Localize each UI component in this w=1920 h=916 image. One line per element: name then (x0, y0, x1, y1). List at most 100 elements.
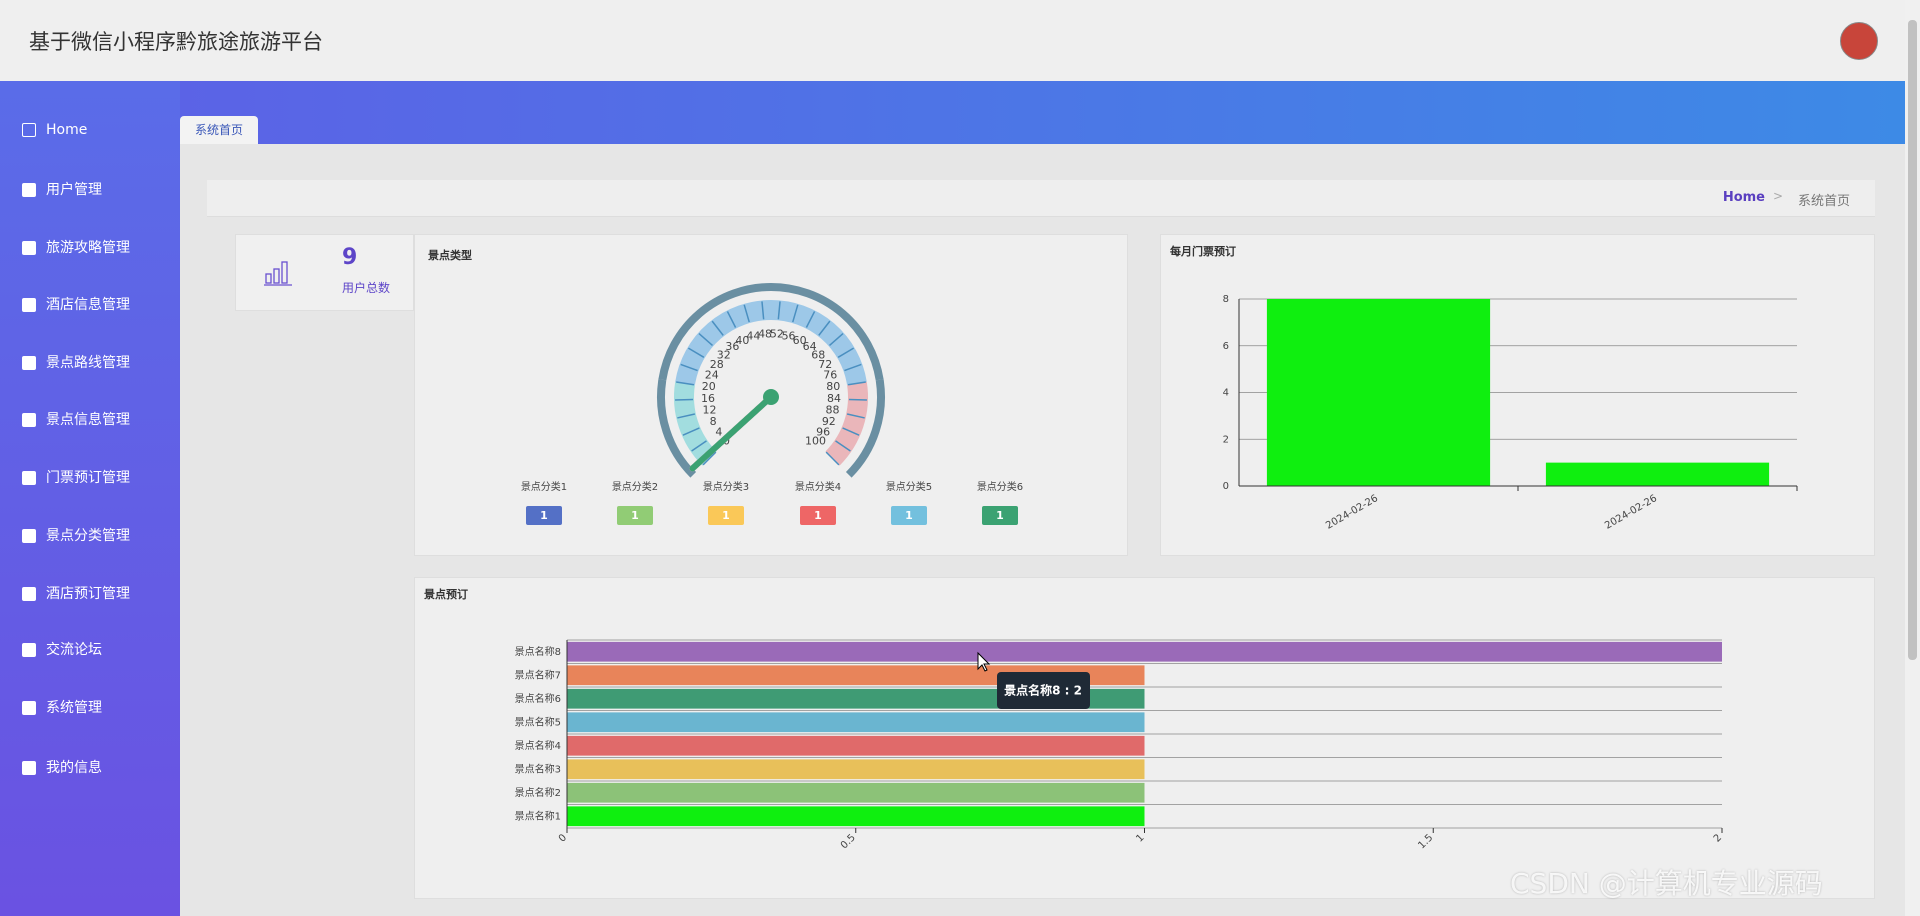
gauge-tick-label: 40 (735, 334, 749, 347)
y-tick-label: 景点名称2 (515, 786, 561, 799)
gauge-tick-label: 60 (793, 334, 807, 347)
menu-item[interactable]: 用户管理 (22, 180, 102, 200)
gauge-tick-label: 76 (823, 369, 837, 382)
gauge-band (825, 381, 868, 466)
legend-label: 景点分类5 (886, 480, 932, 493)
gauge-tick (680, 363, 698, 372)
stat-value: 9 (342, 245, 358, 270)
gauge-tick-label: 16 (701, 392, 715, 405)
x-tick-label: 2024-02-26 (1603, 493, 1659, 532)
gauge-tick (743, 304, 750, 323)
stat-icon (264, 261, 292, 286)
y-tick-label: 景点名称1 (515, 809, 561, 822)
y-tick-label: 4 (1223, 388, 1229, 399)
gauge-tick (777, 301, 781, 320)
gauge-tick-label: 92 (822, 415, 836, 428)
hbar-panel: 景点预订 景点名称1 景点名称2 景点名称3 景点名称4 景点名称5 景点名称6 景点名称7 景… (414, 577, 1875, 899)
gauge-tick (805, 311, 816, 328)
bar (567, 806, 1145, 827)
gauge-tick (702, 451, 717, 466)
app-title: 基于微信小程序黔旅途旅游平台 (29, 30, 323, 54)
gauge-tick-label: 28 (710, 358, 724, 371)
chart-title: 景点预订 (423, 587, 468, 601)
gauge-tick-label: 80 (826, 380, 840, 393)
legend-label: 景点分类4 (795, 480, 841, 493)
gauge-tick-label: 20 (702, 380, 716, 393)
tab[interactable]: 系统首页 (180, 116, 258, 144)
menu-item[interactable]: 我的信息 (22, 758, 102, 778)
gauge-hub (763, 389, 779, 405)
gauge-tick (677, 413, 696, 419)
gauge-band (674, 381, 717, 466)
scroll-thumb[interactable] (1908, 20, 1917, 660)
gauge-tick (687, 347, 705, 358)
sidebar: Home 用户管理旅游攻略管理 酒店信息管理 景点路线管理 景点信息管理 门票预订管理 景点… (0, 81, 180, 916)
menu-item[interactable]: 门票预订管理 (22, 468, 130, 488)
x-tick-label: 2024-02-26 (1324, 493, 1380, 532)
avatar[interactable] (1840, 22, 1878, 60)
y-tick-label: 景点名称3 (515, 762, 561, 775)
menu-item[interactable]: 旅游攻略管理 (22, 238, 130, 258)
gauge-tick-label: 52 (770, 327, 784, 340)
legend-value: 1 (540, 509, 548, 522)
x-tick-label: 0.5 (839, 832, 858, 851)
gauge-tick (726, 311, 737, 328)
legend-value: 1 (631, 509, 639, 522)
bar (567, 641, 1722, 662)
gauge-tick-label: 100 (805, 435, 826, 448)
legend-swatch (891, 506, 927, 525)
gauge-tick (711, 320, 724, 336)
gauge-tick (691, 440, 707, 452)
bar (567, 782, 1145, 803)
gauge-tick-label: 72 (818, 358, 832, 371)
gauge-tick-label: 36 (725, 340, 739, 353)
legend-value: 1 (905, 509, 913, 522)
menu-item[interactable]: 酒店预订管理 (22, 584, 130, 604)
gauge-tick (847, 381, 866, 386)
y-tick-label: 景点名称7 (515, 668, 561, 681)
gauge-needle (689, 394, 774, 472)
gauge-tick-label: 4 (715, 425, 722, 438)
stat-label: 用户总数 (342, 281, 391, 295)
gauge-tick (676, 381, 695, 386)
breadcrumb-home[interactable]: Home (1722, 190, 1765, 205)
menu-item[interactable]: 景点路线管理 (22, 353, 130, 373)
x-tick-label: 2 (1712, 832, 1724, 844)
y-tick-label: 8 (1223, 294, 1229, 305)
gauge-tick (698, 332, 713, 346)
gauge-band (657, 379, 697, 478)
tooltip-box (997, 672, 1090, 709)
gauge-tick-label: 48 (758, 327, 772, 340)
legend-swatch (617, 506, 653, 525)
header: 基于微信小程序黔旅途旅游平台 (0, 0, 1905, 81)
menu-item[interactable]: Home (22, 120, 87, 140)
gauge-tick-label: 44 (746, 330, 760, 343)
gauge-tick (835, 440, 851, 452)
gauge-band (658, 283, 884, 381)
gauge-tick (675, 398, 694, 401)
menu-item[interactable]: 景点分类管理 (22, 526, 130, 546)
menu-item[interactable]: 景点信息管理 (22, 410, 130, 430)
bar (567, 712, 1145, 733)
gauge-tick-label: 8 (710, 415, 717, 428)
gauge-tick (837, 347, 855, 358)
legend-label: 景点分类6 (977, 480, 1023, 493)
menu-item[interactable]: 酒店信息管理 (22, 295, 130, 315)
gauge-tick-label: 84 (827, 392, 841, 405)
gauge-tick (761, 301, 765, 320)
gauge-tick-label: 88 (825, 404, 839, 417)
bar (1266, 299, 1491, 486)
gauge-tick-label: 96 (816, 425, 830, 438)
bar (567, 759, 1145, 780)
gauge-tick (829, 332, 844, 346)
menu-item[interactable]: 系统管理 (22, 698, 102, 718)
gauge-tick (846, 413, 865, 419)
gauge-tick-label: 64 (803, 340, 817, 353)
y-tick-label: 景点名称5 (515, 715, 561, 728)
gauge-tick-label: 12 (703, 404, 717, 417)
menu-item[interactable]: 交流论坛 (22, 640, 102, 660)
watermark: CSDN @计算机专业源码 (1510, 867, 1823, 900)
legend-label: 景点分类1 (521, 480, 567, 493)
